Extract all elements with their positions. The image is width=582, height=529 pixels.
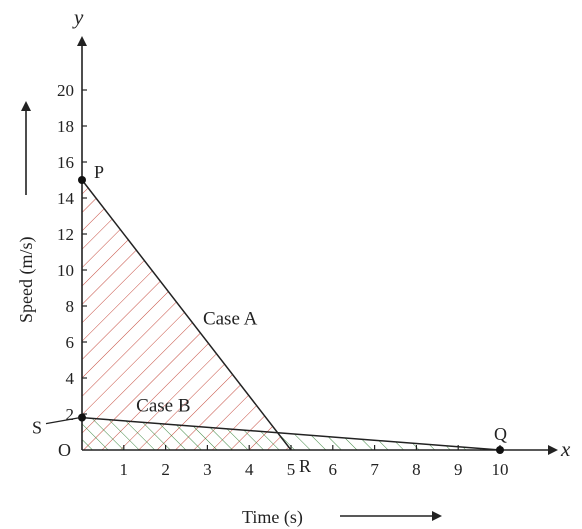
x-tick-label: 10	[492, 460, 509, 479]
x-tick-label: 4	[245, 460, 254, 479]
y-tick-label: 8	[66, 297, 75, 316]
point-p-marker	[78, 176, 86, 184]
x-tick-label: 6	[329, 460, 338, 479]
series-s0-line	[81, 179, 292, 451]
point-s-marker	[78, 413, 86, 422]
y-tick-label: 12	[57, 225, 74, 244]
y-axis-label: Speed (m/s)	[16, 237, 37, 323]
point-q-marker	[496, 446, 504, 454]
y-tick-label: 16	[57, 153, 74, 172]
x-tick-label: 1	[120, 460, 129, 479]
series-s0-label: Case A	[203, 309, 258, 330]
series-s1-line	[81, 416, 501, 451]
x-tick-label: 3	[203, 460, 212, 479]
y-tick-label: 4	[66, 369, 75, 388]
y-tick-label: 18	[57, 117, 74, 136]
x-tick-label: 9	[454, 460, 463, 479]
point-r-label: R	[299, 456, 311, 476]
x-axis-label: Time (s)	[242, 507, 303, 528]
y-axis-variable: y	[72, 5, 84, 29]
origin-label: O	[58, 440, 71, 460]
point-q-label: Q	[494, 424, 507, 444]
series-s1-label: Case B	[136, 395, 190, 416]
x-tick-label: 5	[287, 460, 296, 479]
point-s-leader	[45, 417, 81, 425]
y-tick-label: 2	[66, 405, 75, 424]
point-s-label: S	[32, 418, 42, 438]
x-tick-label: 7	[370, 460, 379, 479]
y-tick-label: 10	[57, 261, 74, 280]
x-axis-variable: x	[560, 437, 571, 461]
y-tick-label: 6	[66, 333, 75, 352]
x-tick-label: 8	[412, 460, 421, 479]
y-tick-label: 14	[57, 189, 75, 208]
x-tick-label: 2	[161, 460, 170, 479]
point-p-label: P	[94, 162, 104, 182]
y-tick-label: 20	[57, 81, 74, 100]
